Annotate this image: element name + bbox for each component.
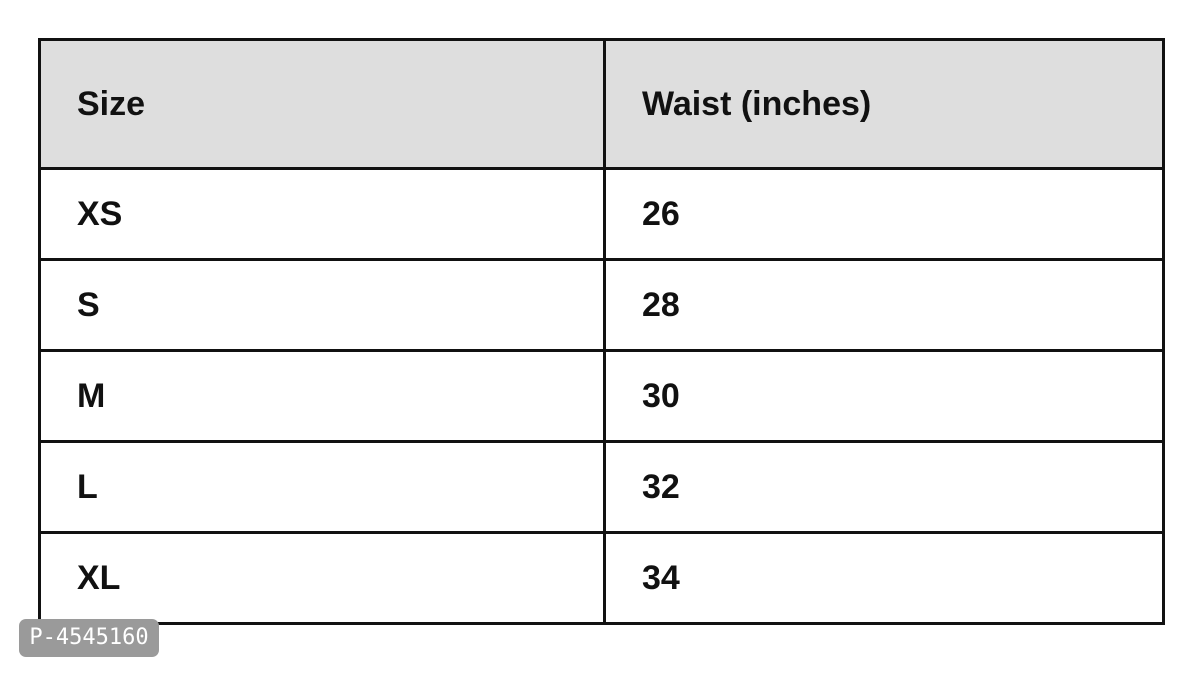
product-id-watermark: P-4545160: [19, 619, 159, 657]
table-row: XL 34: [38, 531, 1165, 625]
size-cell: XS: [38, 167, 606, 261]
table-row: XS 26: [38, 167, 1165, 261]
table-row: M 30: [38, 349, 1165, 443]
size-chart-table: Size Waist (inches) XS 26 S 28 M 30 L 32…: [38, 38, 1165, 625]
table-header-row: Size Waist (inches): [38, 38, 1165, 170]
header-waist: Waist (inches): [603, 38, 1165, 170]
table-row: L 32: [38, 440, 1165, 534]
size-cell: L: [38, 440, 606, 534]
size-cell: S: [38, 258, 606, 352]
size-cell: M: [38, 349, 606, 443]
table-row: S 28: [38, 258, 1165, 352]
waist-cell: 34: [603, 531, 1165, 625]
waist-cell: 32: [603, 440, 1165, 534]
waist-cell: 26: [603, 167, 1165, 261]
size-cell: XL: [38, 531, 606, 625]
waist-cell: 28: [603, 258, 1165, 352]
header-size: Size: [38, 38, 606, 170]
waist-cell: 30: [603, 349, 1165, 443]
